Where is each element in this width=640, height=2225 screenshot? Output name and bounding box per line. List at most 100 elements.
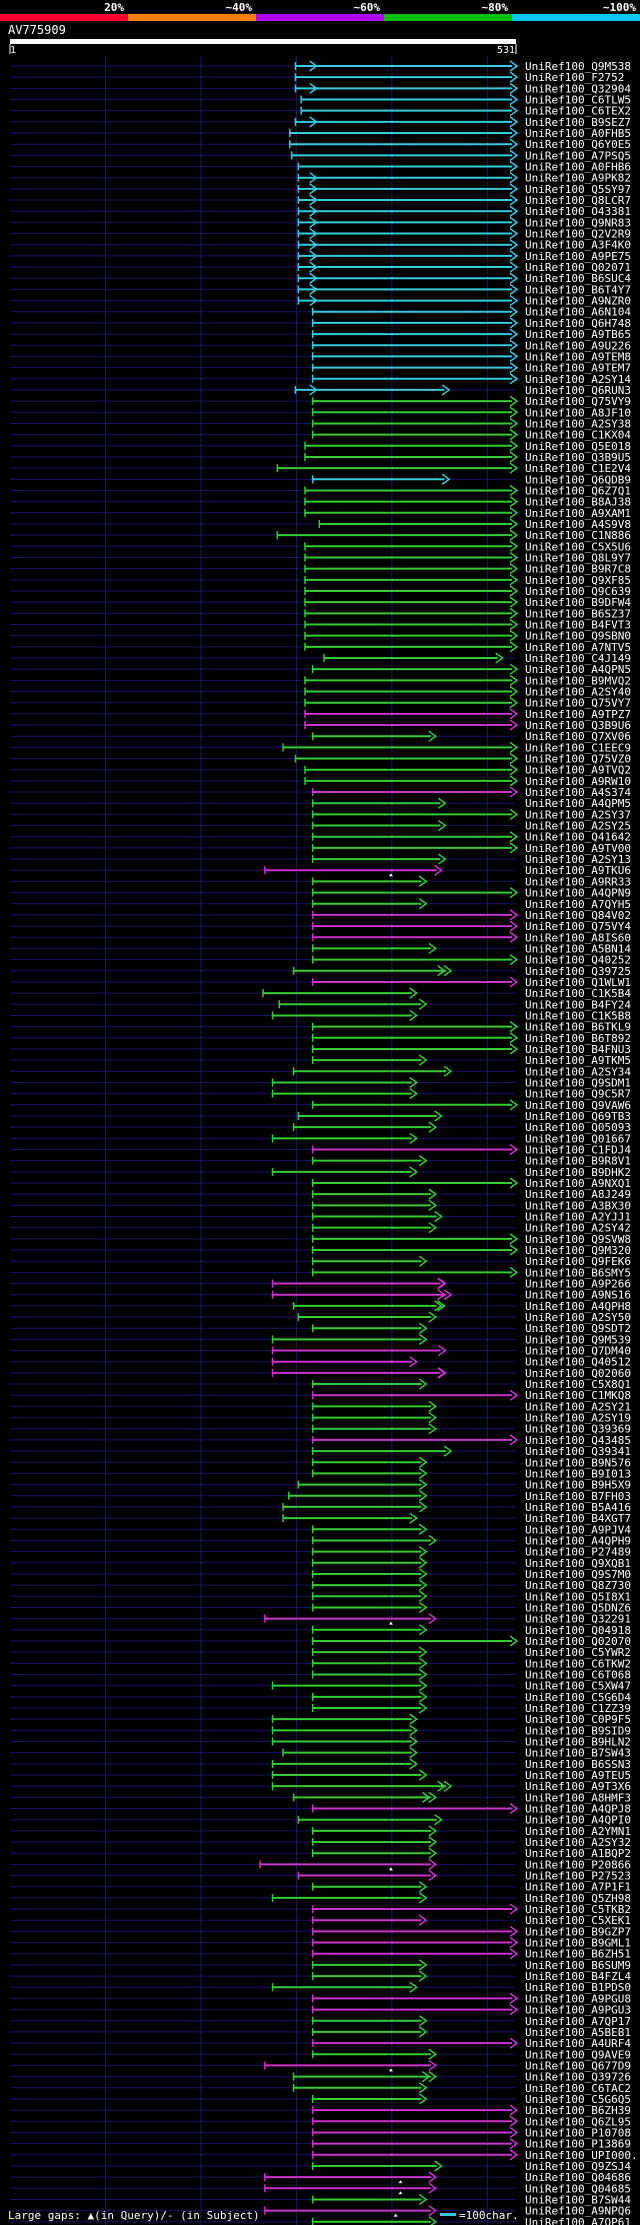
hit-row: UniRef100_Q75VY7 <box>10 697 631 710</box>
hit-row: UniRef100_A2YJJ1 <box>10 1211 631 1224</box>
hit-accession: UniRef100_A6N104 <box>525 306 631 319</box>
identity-legend: 20% ~40% ~60% ~80% ~100% <box>0 1 640 21</box>
hit-end-arrow <box>441 473 451 485</box>
hit-accession: UniRef100_A2SY21 <box>525 1400 631 1413</box>
hit-row: UniRef100_A9PJV4 <box>10 1523 631 1536</box>
hit-row: UniRef100_A7QP61 <box>10 2216 631 2225</box>
hit-row: UniRef100_C6TLW5 <box>10 94 631 107</box>
hit-row: UniRef100_Q9VAW6 <box>10 1099 631 1112</box>
hit-accession: UniRef100_C5XEK1 <box>525 1914 631 1927</box>
hit-row: UniRef100_B7SW44 <box>10 2193 631 2206</box>
hit-accession: UniRef100_B9GML1 <box>525 1937 631 1950</box>
hit-mid-arrow <box>437 1277 446 1290</box>
hit-accession: UniRef100_A2SY34 <box>525 1065 631 1078</box>
hit-end-arrow <box>409 1009 419 1022</box>
hit-accession: UniRef100_A9TPZ7 <box>525 708 631 721</box>
hit-end-arrow <box>509 417 519 430</box>
hit-end-arrow <box>434 1814 443 1826</box>
hit-accession: UniRef100_A4S9V8 <box>525 518 631 531</box>
hit-end-arrow <box>409 1076 419 1089</box>
hit-end-arrow <box>418 1914 428 1926</box>
hit-row: UniRef100_Q9NR83 <box>10 216 631 229</box>
hit-accession: UniRef100_Q04918 <box>525 1624 631 1637</box>
hit-row: UniRef100_P27523 <box>10 1870 631 1883</box>
hit-row: UniRef100_A2SY32 <box>10 1836 631 1849</box>
hit-row: UniRef100_B1PDS0 <box>10 1981 631 1994</box>
hit-row: UniRef100_A9TVQ2 <box>10 764 631 777</box>
hit-end-arrow <box>418 1702 428 1714</box>
hit-accession: UniRef100_Q5SY97 <box>525 183 631 196</box>
hit-accession: UniRef100_Q02060 <box>525 1367 631 1380</box>
hit-accession: UniRef100_Q39369 <box>525 1423 631 1436</box>
hit-accession: UniRef100_A4QPN5 <box>525 663 631 676</box>
hit-accession: UniRef100_A9NS16 <box>525 1289 631 1302</box>
hit-end-arrow <box>509 2115 519 2127</box>
hit-accession: UniRef100_B6ZH39 <box>525 2104 631 2117</box>
hit-accession: UniRef100_O43381 <box>525 205 631 218</box>
hit-end-arrow <box>418 1646 428 1658</box>
hit-row: UniRef100_A4S374 <box>10 786 631 799</box>
hit-row: UniRef100_A8JF10 <box>10 406 631 419</box>
hit-end-arrow <box>509 149 519 161</box>
hit-accession: UniRef100_P27523 <box>525 1870 631 1883</box>
hit-mid-arrow <box>437 1300 446 1312</box>
hit-accession: UniRef100_Q6Z7Q1 <box>525 484 631 497</box>
hit-row: UniRef100_A2SY50 <box>10 1311 631 1324</box>
hit-accession: UniRef100_Q9XQB1 <box>525 1557 631 1570</box>
hit-end-arrow <box>509 227 519 240</box>
hit-accession: UniRef100_B6ZH51 <box>525 1948 631 1961</box>
hit-accession: UniRef100_Q39725 <box>525 965 631 978</box>
hit-row: UniRef100_A2SY13 <box>10 853 631 866</box>
hit-end-arrow <box>509 116 519 128</box>
hit-end-arrow <box>409 1713 419 1725</box>
hit-end-arrow <box>509 484 519 497</box>
query-gap-marker <box>393 2213 398 2217</box>
hit-accession: UniRef100_A9TEU5 <box>525 1769 631 1782</box>
hit-row: UniRef100_Q04686 <box>10 2171 631 2184</box>
hit-end-arrow <box>509 1948 519 1960</box>
hit-mid-arrow <box>309 250 318 262</box>
hit-accession: UniRef100_C5YWR2 <box>525 1646 631 1659</box>
hit-end-arrow <box>509 630 519 642</box>
hit-row: UniRef100_C6TKW2 <box>10 1657 631 1670</box>
hit-end-arrow <box>509 775 519 787</box>
hit-end-arrow <box>509 607 519 619</box>
hit-row: UniRef100_C5XEK1 <box>10 1914 631 1927</box>
hit-accession: UniRef100_A8JF10 <box>525 406 631 419</box>
hit-end-arrow <box>428 2171 438 2183</box>
hit-row: UniRef100_C1KX04 <box>10 429 631 442</box>
hit-end-arrow <box>434 1300 443 1312</box>
hit-row: UniRef100_Q6QDB9 <box>10 473 631 486</box>
hit-row: UniRef100_Q40252 <box>10 954 631 967</box>
hit-accession: UniRef100_B9HLN2 <box>525 1736 631 1749</box>
hit-row: UniRef100_Q39725 <box>10 965 631 978</box>
query-gap-marker <box>388 1621 393 1625</box>
query-gap-marker <box>398 2180 403 2184</box>
hit-accession: UniRef100_A3BX30 <box>525 1199 631 1212</box>
hit-accession: UniRef100_A2SY14 <box>525 373 631 386</box>
hit-accession: UniRef100_Q677D9 <box>525 2059 631 2072</box>
hit-accession: UniRef100_B9N576 <box>525 1456 631 1469</box>
hit-accession: UniRef100_Q9SVW8 <box>525 1233 631 1246</box>
query-gap-marker <box>388 1867 393 1871</box>
hit-end-arrow <box>509 1021 519 1033</box>
hit-end-arrow <box>509 395 519 407</box>
hit-accession: UniRef100_A4QPN9 <box>525 887 631 900</box>
hit-row: UniRef100_A2SY37 <box>10 808 631 821</box>
hit-accession: UniRef100_A4QPM5 <box>525 797 631 810</box>
hit-accession: UniRef100_A9P266 <box>525 1278 631 1291</box>
hit-end-arrow <box>509 1244 519 1256</box>
hit-end-arrow <box>428 1121 438 1133</box>
hit-end-arrow <box>409 1166 419 1178</box>
hit-accession: UniRef100_C5X5U6 <box>525 540 631 553</box>
hit-row: UniRef100_C5G6Q5 <box>10 2093 631 2106</box>
hit-accession: UniRef100_A9PK82 <box>525 172 631 185</box>
hit-accession: UniRef100_Q01667 <box>525 1132 631 1145</box>
hit-accession: UniRef100_A1BQP2 <box>525 1847 631 1860</box>
hit-end-arrow <box>509 183 519 195</box>
hit-row: UniRef100_A9NPQ6 <box>10 2205 631 2218</box>
hit-accession: UniRef100_Q75VY7 <box>525 697 631 710</box>
hit-row: UniRef100_B6SZ37 <box>10 607 631 620</box>
hit-row: UniRef100_Q7DM40 <box>10 1345 631 1358</box>
scale-bar <box>440 2213 456 2216</box>
